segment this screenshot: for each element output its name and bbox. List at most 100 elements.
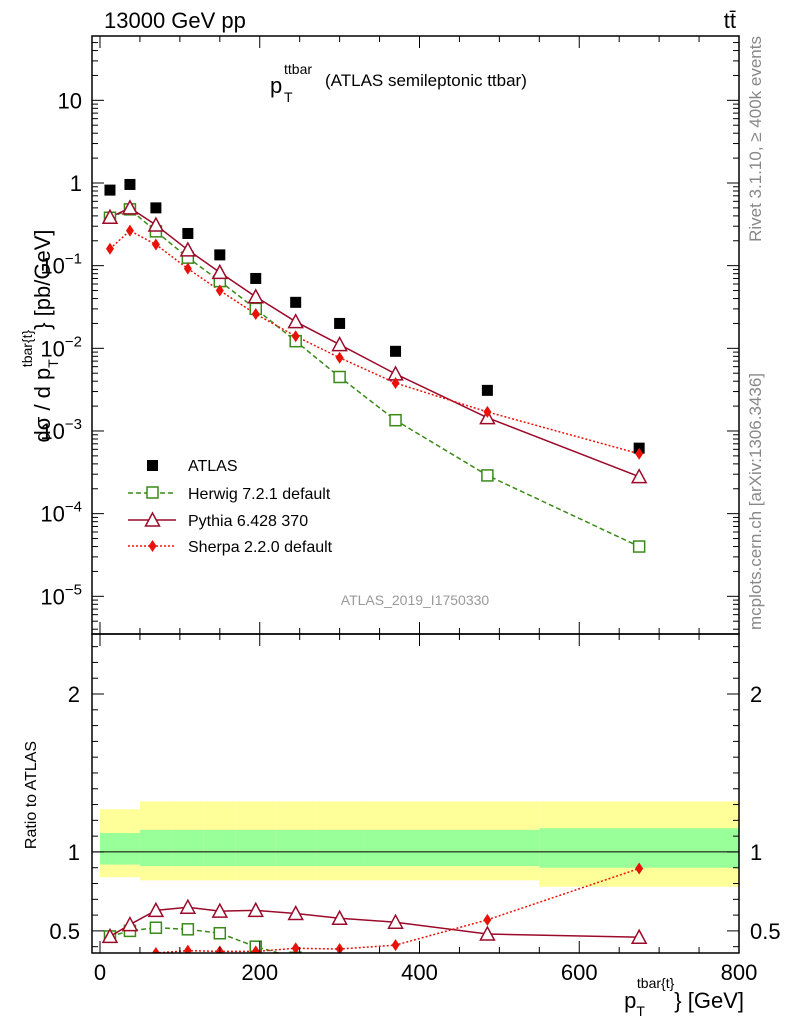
data-point-pythia	[211, 263, 229, 280]
y-tick-label: 10−3	[40, 416, 82, 444]
ratio-point-sherpa	[391, 939, 400, 952]
ratio-point-sherpa	[291, 942, 300, 953]
data-point-pythia	[287, 313, 304, 329]
band-inner-bin	[139, 829, 172, 867]
ratio-point-herwig	[482, 989, 493, 1000]
process-label: tt̄	[724, 8, 736, 33]
ratio-point-sherpa	[151, 947, 160, 953]
data-point-pythia	[101, 208, 119, 225]
y-tick-label-exp: −5	[65, 581, 82, 598]
ratio-point-sherpa	[483, 913, 492, 926]
x-label-sub: T	[636, 1003, 645, 1019]
band-inner-bin	[235, 829, 276, 867]
data-point-pythia	[331, 335, 348, 352]
y-tick-label-exp: −1	[65, 251, 82, 268]
data-point-herwig	[389, 413, 402, 427]
data-point-pythia	[630, 468, 648, 484]
x-tick-label: 800	[721, 960, 758, 985]
y-tick-label-exp: −2	[65, 333, 82, 350]
data-point-atlas	[390, 345, 402, 357]
x-axis-label: pTtbar{t}} [GeV]	[624, 975, 744, 1019]
ratio-point-sherpa	[126, 960, 134, 972]
data-point-sherpa	[151, 238, 160, 251]
data-point-sherpa	[105, 242, 114, 255]
data-point-atlas	[214, 249, 226, 261]
plot-title-sub: T	[284, 89, 293, 105]
ratio-point-pythia	[287, 904, 304, 921]
ratio-tick-label-right: 0.5	[750, 919, 781, 944]
band-inner-bin	[99, 832, 120, 865]
data-point-pythia	[179, 241, 197, 257]
main-series	[101, 178, 648, 553]
band-inner-bin	[203, 829, 236, 867]
data-point-sherpa	[251, 308, 260, 321]
y-tick-label: 1	[70, 171, 82, 196]
data-point-atlas	[334, 317, 346, 329]
y-tick-label-base: 10	[58, 88, 82, 113]
data-point-sherpa	[635, 447, 644, 460]
legend-marker-herwig	[146, 486, 159, 499]
data-point-atlas	[250, 272, 262, 284]
main-y-label-sub: T	[45, 359, 61, 368]
ratio-point-pythia	[179, 898, 197, 914]
x-label-a: p	[624, 988, 636, 1013]
ratio-point-sherpa	[251, 945, 260, 953]
x-tick-label: 200	[241, 960, 278, 985]
y-tick-label-base: 10	[40, 584, 64, 609]
ratio-y-label: Ratio to ATLAS	[23, 741, 40, 849]
band-inner-bin	[363, 829, 428, 867]
ratio-point-pythia	[211, 902, 229, 918]
x-tick-label: 0	[94, 960, 106, 985]
ratio-point-herwig	[213, 927, 227, 940]
energy-label: 13000 GeV pp	[104, 8, 246, 33]
data-point-sherpa	[215, 284, 224, 297]
analysis-id: ATLAS_2019_I1750330	[341, 592, 490, 608]
mcplots-label: mcplots.cern.ch [arXiv:1306.3436]	[746, 373, 765, 630]
data-point-atlas	[182, 227, 194, 239]
data-point-atlas	[104, 184, 116, 196]
band-inner-bin	[119, 832, 140, 865]
data-point-sherpa	[125, 224, 134, 237]
ratio-point-sherpa	[635, 862, 644, 875]
y-tick-label-exp: −4	[65, 499, 82, 516]
ratio-point-sherpa	[106, 973, 114, 985]
ratio-point-herwig	[289, 951, 302, 953]
ratio-point-herwig	[181, 923, 195, 936]
data-point-atlas	[290, 296, 302, 308]
data-point-pythia	[121, 199, 139, 215]
legend-label-sherpa: Sherpa 2.2.0 default	[188, 539, 333, 556]
y-tick-label-exp: −3	[65, 416, 82, 433]
ratio-tick-label-right: 2	[750, 682, 762, 707]
data-point-herwig	[481, 469, 494, 482]
main-y-label-a: dσ / d p	[30, 368, 55, 443]
data-point-atlas	[150, 202, 162, 214]
ratio-point-pythia	[247, 901, 265, 918]
y-tick-label: 10−4	[40, 499, 82, 527]
legend-marker-atlas	[147, 460, 158, 471]
series-line-sherpa	[109, 229, 640, 455]
data-point-sherpa	[183, 262, 192, 275]
legend-label-herwig: Herwig 7.2.1 default	[188, 486, 331, 503]
ratio-uncertainty-bands	[99, 801, 739, 887]
legend-label-atlas: ATLAS	[188, 458, 238, 475]
ratio-point-pythia	[121, 915, 139, 932]
ratio-point-herwig	[149, 921, 163, 934]
data-point-pythia	[247, 288, 265, 304]
ratio-series	[101, 862, 648, 1000]
y-tick-label: 10	[58, 88, 82, 113]
rivet-label: Rivet 3.1.10, ≥ 400k events	[746, 36, 765, 242]
main-y-label-sup: tbar{t}	[19, 329, 35, 367]
legend: ATLAS Herwig 7.2.1 default Pythia 6.428 …	[128, 458, 333, 556]
ratio-point-herwig	[390, 981, 401, 992]
ratio-tick-label-left: 0.5	[49, 919, 80, 944]
x-label-sup: tbar{t}	[637, 975, 675, 991]
ratio-point-pythia	[630, 928, 648, 944]
plot-title-main: p	[270, 73, 282, 98]
plot-title: p T ttbar (ATLAS semileptonic ttbar)	[270, 61, 527, 105]
data-point-herwig	[632, 540, 646, 553]
ratio-frame	[91, 633, 740, 954]
data-point-sherpa	[483, 405, 492, 418]
y-tick-label-base: 10	[40, 254, 64, 279]
